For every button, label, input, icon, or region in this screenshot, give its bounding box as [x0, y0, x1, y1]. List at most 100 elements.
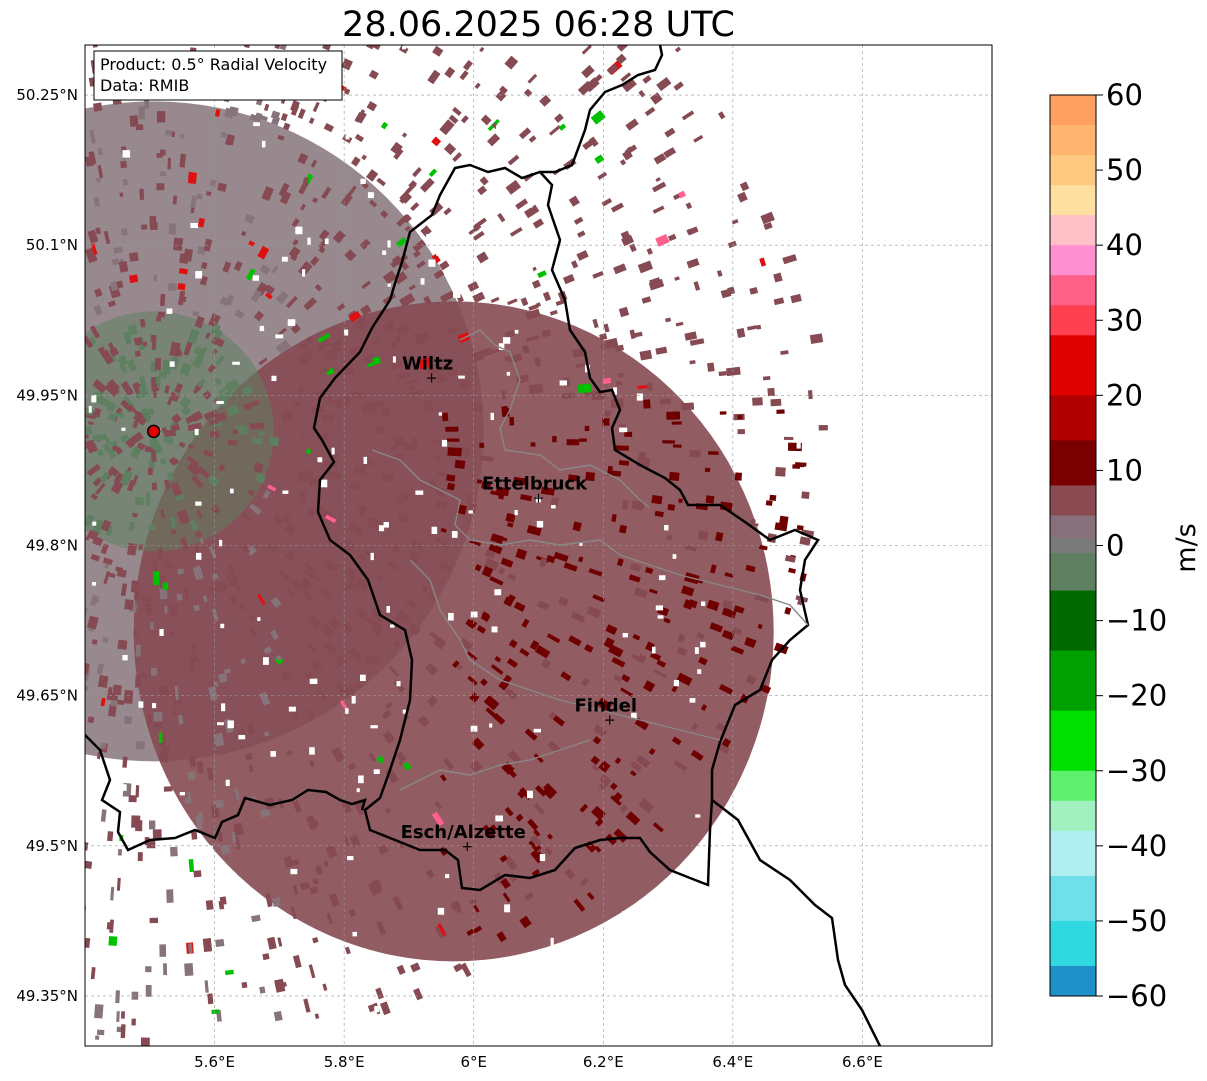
echo-gate: [609, 782, 618, 791]
echo-gate: [248, 764, 254, 773]
city-marker: +: [604, 713, 616, 729]
echo-gate: [648, 748, 656, 756]
echo-gate: [211, 504, 221, 515]
echo-gate: [356, 390, 362, 395]
echo-gate: [625, 811, 641, 826]
echo-gate: [452, 152, 463, 163]
echo-gate: [273, 1010, 283, 1022]
echo-gate: [149, 820, 156, 830]
echo-gate: [443, 207, 452, 216]
echo-gate: [677, 190, 687, 199]
echo-gate: [466, 928, 475, 937]
colorbar-segment: [1050, 830, 1096, 877]
echo-gate: [423, 405, 434, 413]
echo-gate: [89, 594, 98, 607]
echo-gate: [292, 884, 299, 895]
echo-gate: [773, 297, 785, 306]
echo-gate: [359, 238, 371, 250]
echo-gap: [514, 329, 519, 334]
echo-gate: [103, 230, 111, 245]
echo-gate: [427, 695, 439, 707]
echo-gate: [202, 938, 213, 953]
echo-gate: [591, 764, 599, 772]
echo-gap: [691, 199, 698, 205]
echo-gap: [612, 1023, 617, 1030]
echo-gate: [297, 493, 307, 501]
echo-gate: [395, 437, 401, 442]
echo-gap: [91, 394, 97, 403]
echo-gate: [504, 855, 518, 871]
echo-gate: [718, 684, 734, 695]
echo-gap: [428, 259, 436, 267]
echo-gate: [85, 842, 89, 851]
echo-gate: [466, 651, 478, 661]
echo-gap: [441, 439, 448, 447]
echo-gate: [180, 134, 185, 139]
echo-gate: [299, 881, 310, 891]
echo-gate: [120, 399, 134, 413]
echo-gate: [344, 568, 358, 581]
echo-gate: [469, 760, 483, 774]
echo-gap: [140, 994, 145, 1002]
colorbar-segment: [1050, 770, 1096, 802]
echo-gate: [403, 442, 418, 451]
echo-gate: [390, 446, 396, 451]
echo-gate: [87, 716, 95, 724]
echo-gate: [618, 306, 630, 318]
echo-gate: [734, 472, 743, 481]
echo-gate: [443, 142, 457, 156]
echo-gate: [546, 833, 554, 840]
city-label: Wiltz: [402, 353, 453, 374]
echo-gate: [718, 743, 730, 754]
echo-gate: [176, 509, 190, 526]
echo-gap: [390, 624, 395, 628]
city-label: Ettelbruck: [482, 473, 588, 494]
echo-gate: [382, 270, 398, 285]
echo-gate: [195, 815, 203, 830]
echo-gap: [963, 809, 969, 815]
echo-gate: [250, 289, 263, 303]
echo-gate: [261, 186, 274, 202]
echo-gate: [690, 722, 698, 731]
echo-gate: [603, 323, 610, 333]
echo-gate: [197, 466, 211, 479]
echo-gate: [251, 914, 261, 923]
echo-gap: [470, 611, 478, 618]
colorbar-segment: [1050, 875, 1096, 922]
echo-gate: [483, 695, 500, 711]
echo-gate: [507, 573, 517, 581]
echo-gate: [468, 224, 482, 236]
echo-gate: [502, 892, 511, 903]
echo-gap: [252, 275, 260, 281]
echo-gap: [169, 361, 175, 367]
echo-gate: [801, 491, 810, 500]
echo-gate: [618, 424, 627, 428]
echo-gate: [351, 156, 361, 167]
echo-gate: [790, 293, 802, 304]
echo-gate: [85, 426, 92, 435]
echo-gate: [504, 329, 516, 339]
echo-gate: [528, 838, 542, 853]
echo-gate: [163, 786, 173, 792]
echo-gate: [85, 684, 89, 691]
echo-gate: [618, 460, 630, 466]
echo-gate: [325, 845, 338, 859]
echo-gate: [760, 684, 772, 694]
echo-gate: [262, 953, 270, 961]
echo-gate: [312, 197, 319, 204]
echo-gate: [745, 674, 757, 686]
echo-gate: [376, 400, 385, 407]
echo-gate: [327, 396, 334, 403]
echo-gate: [450, 900, 462, 912]
echo-gate: [190, 643, 198, 659]
belgium-france-border: [85, 734, 367, 852]
echo-gate: [249, 628, 257, 637]
echo-gap: [253, 122, 260, 127]
echo-gate: [141, 596, 151, 602]
echo-gate: [739, 181, 750, 192]
echo-gate: [388, 665, 400, 677]
echo-gate: [123, 689, 134, 704]
echo-gate: [199, 538, 205, 545]
echo-gate: [334, 681, 346, 694]
echo-gate: [368, 69, 379, 80]
